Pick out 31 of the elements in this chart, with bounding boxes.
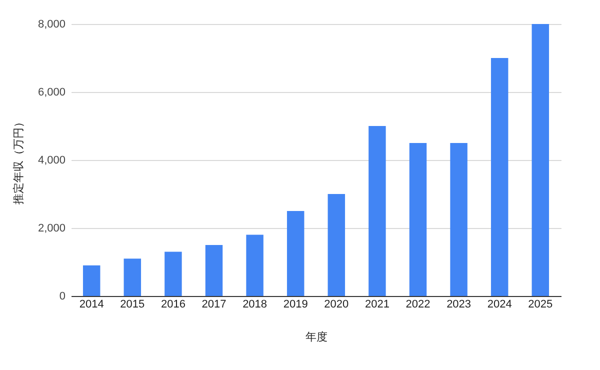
x-tick-label: 2014 [79, 298, 104, 310]
bar [409, 143, 427, 296]
y-axis-title: 推定年収（万円） [12, 116, 25, 204]
bar [286, 211, 304, 296]
x-tick-label: 2022 [406, 298, 430, 310]
x-tick-label: 2016 [160, 298, 186, 310]
y-tick-label: 4,000 [38, 154, 66, 166]
x-tick-label: 2015 [120, 298, 145, 310]
bar [368, 126, 386, 296]
bar [246, 234, 264, 296]
x-tick-label: 2021 [364, 298, 390, 310]
bar [532, 24, 550, 296]
y-tick-label: 2,000 [38, 222, 66, 234]
x-tick-label: 2025 [528, 298, 553, 310]
x-tick-label: 2024 [487, 298, 512, 310]
bar [328, 194, 346, 296]
x-tick-label: 2019 [283, 298, 308, 310]
y-tick-label: 8,000 [38, 18, 66, 30]
bar [450, 143, 468, 296]
bar [205, 245, 223, 296]
x-tick-label: 2017 [202, 298, 226, 310]
x-tick-label: 2020 [324, 298, 349, 310]
x-tick-label: 2018 [242, 298, 268, 310]
x-tick-label: 2023 [446, 298, 472, 310]
y-tick-label: 6,000 [38, 86, 66, 98]
y-tick-label: 0 [59, 290, 66, 302]
bar [490, 58, 508, 296]
x-axis-title: 年度 [306, 330, 328, 344]
bar [124, 258, 142, 296]
bar [164, 252, 182, 296]
bar [82, 265, 100, 296]
